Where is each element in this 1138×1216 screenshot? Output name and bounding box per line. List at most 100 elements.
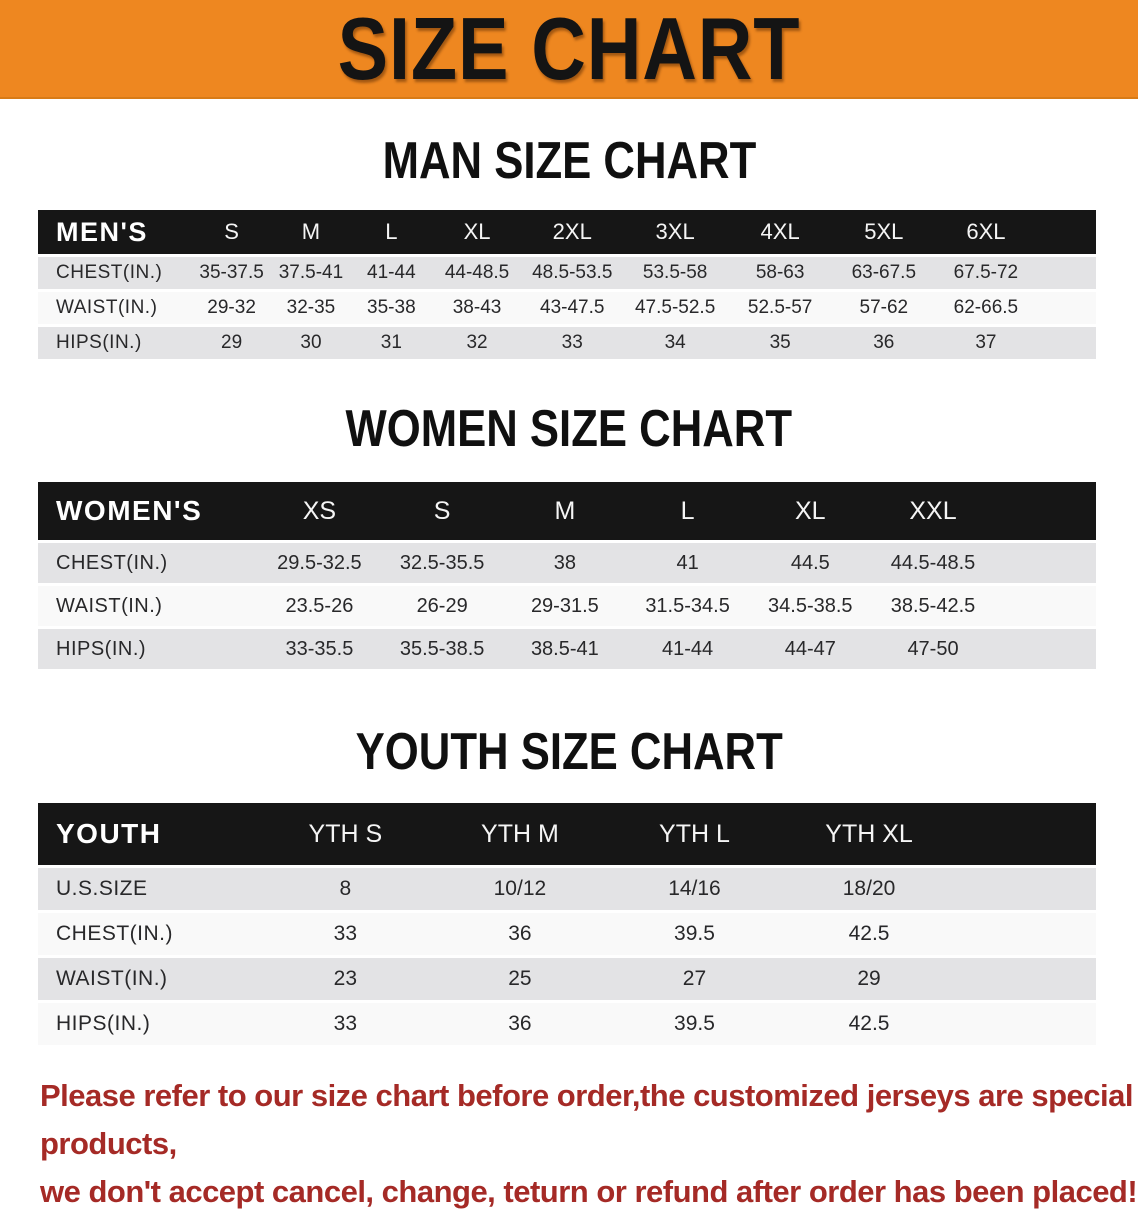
value-cell: 43-47.5 xyxy=(522,292,623,324)
disclaimer-line-2: we don't accept cancel, change, teturn o… xyxy=(40,1174,1138,1209)
section-heading-men: MAN SIZE CHART xyxy=(0,131,1138,191)
column-header: XL xyxy=(748,482,872,540)
table-row: WAIST(IN.) 23 25 27 29 xyxy=(38,958,1096,1000)
value-cell: 32-35 xyxy=(271,292,351,324)
value-cell: 44.5-48.5 xyxy=(871,543,995,583)
women-size-table: WOMEN'S XS S M L XL XXL CHEST(IN.) 29.5-32.5 32.5… xyxy=(38,479,1096,672)
value-cell: 58-63 xyxy=(727,257,833,289)
value-cell: 38.5-41 xyxy=(503,629,627,669)
value-cell: 63-67.5 xyxy=(832,257,936,289)
value-cell: 57-62 xyxy=(832,292,936,324)
spacer-cell xyxy=(956,868,1096,910)
value-cell: 26-29 xyxy=(380,586,504,626)
value-cell: 44-48.5 xyxy=(432,257,522,289)
spacer-cell xyxy=(994,543,1096,583)
value-cell: 36 xyxy=(432,1003,608,1045)
column-header: 2XL xyxy=(522,210,623,254)
banner: SIZE CHART xyxy=(0,0,1138,99)
row-label: HIPS(IN.) xyxy=(38,327,192,359)
value-cell: 31 xyxy=(350,327,433,359)
table-title: YOUTH xyxy=(38,803,259,865)
value-cell: 23 xyxy=(258,958,433,1000)
row-label: U.S.SIZE xyxy=(38,868,259,910)
table-row: HIPS(IN.) 33-35.5 35.5-38.5 38.5-41 41-44 44-… xyxy=(38,629,1096,669)
value-cell: 34 xyxy=(622,327,728,359)
column-header: YTH XL xyxy=(781,803,957,865)
value-cell: 18/20 xyxy=(781,868,957,910)
table-header-row: MEN'S S M L XL 2XL 3XL 4XL 5XL 6XL xyxy=(38,210,1096,254)
table-row: CHEST(IN.) 35-37.5 37.5-41 41-44 44-48.5 48.5… xyxy=(38,257,1096,289)
value-cell: 32.5-35.5 xyxy=(380,543,504,583)
value-cell: 29-31.5 xyxy=(503,586,627,626)
table-title: WOMEN'S xyxy=(38,482,259,540)
value-cell: 30 xyxy=(271,327,351,359)
value-cell: 41 xyxy=(626,543,749,583)
column-header: 4XL xyxy=(727,210,833,254)
spacer-cell xyxy=(956,803,1096,865)
table-row: CHEST(IN.) 29.5-32.5 32.5-35.5 38 41 44.5 44.5… xyxy=(38,543,1096,583)
value-cell: 32 xyxy=(432,327,522,359)
spacer-cell xyxy=(1036,292,1096,324)
column-header: S xyxy=(380,482,504,540)
value-cell: 52.5-57 xyxy=(727,292,833,324)
value-cell: 31.5-34.5 xyxy=(626,586,749,626)
column-header: L xyxy=(626,482,749,540)
column-header: L xyxy=(350,210,433,254)
column-header: XXL xyxy=(871,482,995,540)
youth-size-table: YOUTH YTH S YTH M YTH L YTH XL U.S.SIZE 8 10/12… xyxy=(38,800,1096,1048)
value-cell: 39.5 xyxy=(607,1003,782,1045)
section-heading-youth-text: YOUTH SIZE CHART xyxy=(355,723,783,781)
table-header-row: YOUTH YTH S YTH M YTH L YTH XL xyxy=(38,803,1096,865)
column-header: 5XL xyxy=(832,210,936,254)
value-cell: 33-35.5 xyxy=(258,629,381,669)
value-cell: 42.5 xyxy=(781,913,957,955)
value-cell: 62-66.5 xyxy=(935,292,1037,324)
value-cell: 33 xyxy=(258,1003,433,1045)
value-cell: 10/12 xyxy=(432,868,608,910)
page-title: SIZE CHART xyxy=(337,0,801,98)
spacer-cell xyxy=(1036,327,1096,359)
column-header: YTH L xyxy=(607,803,782,865)
column-header: XS xyxy=(258,482,381,540)
row-label: HIPS(IN.) xyxy=(38,629,259,669)
row-label: WAIST(IN.) xyxy=(38,958,259,1000)
value-cell: 29 xyxy=(781,958,957,1000)
value-cell: 34.5-38.5 xyxy=(748,586,872,626)
value-cell: 36 xyxy=(832,327,936,359)
section-heading-youth: YOUTH SIZE CHART xyxy=(0,722,1138,782)
value-cell: 14/16 xyxy=(607,868,782,910)
section-heading-women-text: WOMEN SIZE CHART xyxy=(345,400,793,458)
value-cell: 35-38 xyxy=(350,292,433,324)
value-cell: 38 xyxy=(503,543,627,583)
value-cell: 39.5 xyxy=(607,913,782,955)
value-cell: 29.5-32.5 xyxy=(258,543,381,583)
spacer-cell xyxy=(994,629,1096,669)
value-cell: 29-32 xyxy=(191,292,272,324)
spacer-cell xyxy=(956,958,1096,1000)
table-row: CHEST(IN.) 33 36 39.5 42.5 xyxy=(38,913,1096,955)
section-heading-men-text: MAN SIZE CHART xyxy=(382,132,756,190)
value-cell: 36 xyxy=(432,913,608,955)
table-row: U.S.SIZE 8 10/12 14/16 18/20 xyxy=(38,868,1096,910)
spacer-cell xyxy=(956,1003,1096,1045)
value-cell: 44.5 xyxy=(748,543,872,583)
row-label: WAIST(IN.) xyxy=(38,586,259,626)
value-cell: 41-44 xyxy=(350,257,433,289)
table-row: WAIST(IN.) 29-32 32-35 35-38 38-43 43-47.5 47.… xyxy=(38,292,1096,324)
value-cell: 38.5-42.5 xyxy=(871,586,995,626)
value-cell: 67.5-72 xyxy=(935,257,1037,289)
column-header: M xyxy=(271,210,351,254)
row-label: HIPS(IN.) xyxy=(38,1003,259,1045)
spacer-cell xyxy=(994,586,1096,626)
spacer-cell xyxy=(1036,210,1096,254)
spacer-cell xyxy=(956,913,1096,955)
value-cell: 35.5-38.5 xyxy=(380,629,504,669)
column-header: S xyxy=(191,210,272,254)
value-cell: 37 xyxy=(935,327,1037,359)
value-cell: 35 xyxy=(727,327,833,359)
row-label: CHEST(IN.) xyxy=(38,543,259,583)
column-header: XL xyxy=(432,210,522,254)
table-row: HIPS(IN.) 33 36 39.5 42.5 xyxy=(38,1003,1096,1045)
column-header: YTH M xyxy=(432,803,608,865)
spacer-cell xyxy=(994,482,1096,540)
